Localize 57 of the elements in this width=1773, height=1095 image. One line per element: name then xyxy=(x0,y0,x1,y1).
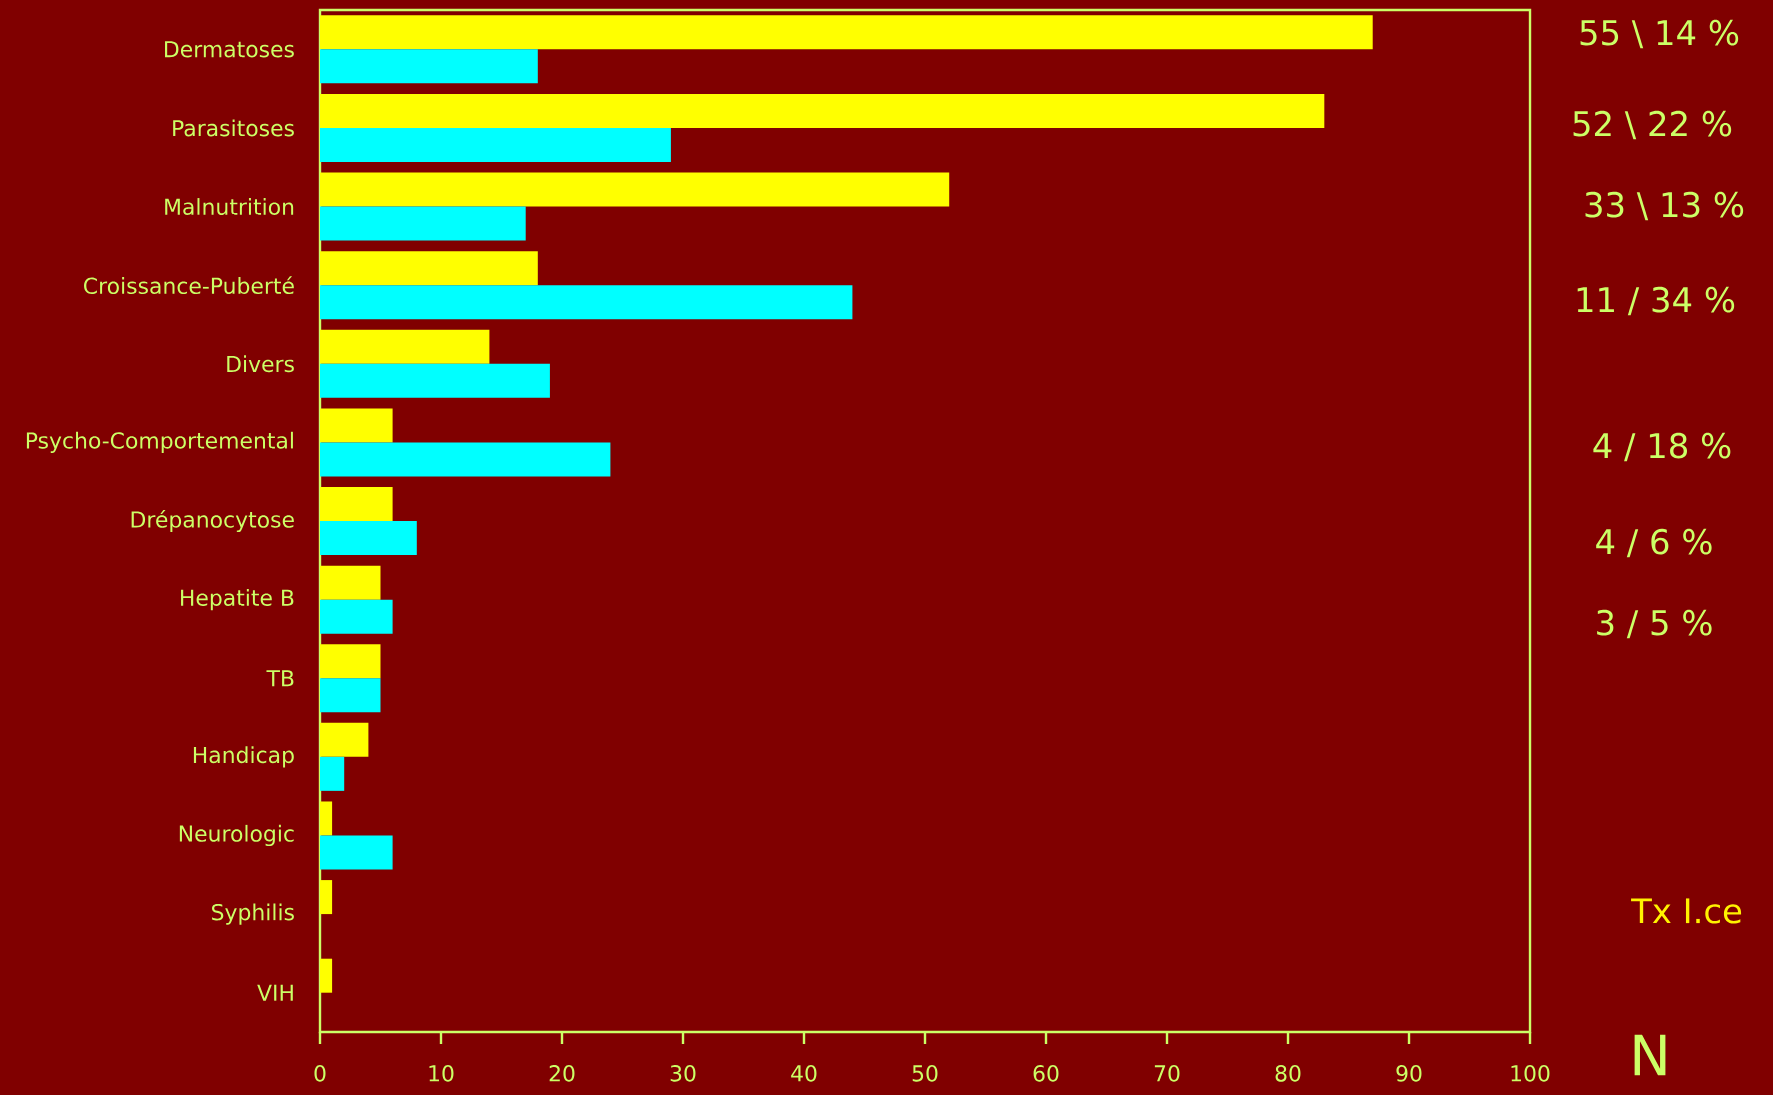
x-tick-label: 30 xyxy=(670,1065,696,1082)
bar xyxy=(320,93,1325,128)
y-tick-label: Divers xyxy=(227,355,294,373)
text: 4 / 18 % xyxy=(1593,432,1731,462)
x-tick-label: 90 xyxy=(1396,1065,1422,1082)
bar xyxy=(320,127,671,162)
bar xyxy=(320,363,550,398)
bar xyxy=(320,49,538,84)
bar xyxy=(320,172,950,207)
bar xyxy=(320,285,853,320)
text: 11 / 34 % xyxy=(1577,286,1735,316)
x-tick-label: 20 xyxy=(549,1065,575,1082)
bar xyxy=(320,599,393,634)
y-tick-label: VIH xyxy=(257,984,293,1001)
y-tick-label: Croissance-Puberté xyxy=(84,276,294,295)
bar xyxy=(320,521,417,556)
y-tick-label: Neurologic xyxy=(179,824,294,847)
x-tick-label: 10 xyxy=(429,1065,454,1082)
bar xyxy=(320,678,381,713)
y-tick-label: Malnutrition xyxy=(165,198,294,216)
bar xyxy=(320,644,381,679)
bar xyxy=(320,251,538,286)
text: 3 / 5 % xyxy=(1597,609,1712,639)
x-tick-label: 40 xyxy=(791,1065,817,1082)
y-tick-label: Parasitoses xyxy=(173,119,294,137)
bar xyxy=(320,442,611,477)
text: 4 / 6 % xyxy=(1596,528,1712,558)
y-tick-label: TB xyxy=(266,670,294,687)
x-tick-label: 60 xyxy=(1033,1065,1059,1082)
text: 33 \ 13 % xyxy=(1585,191,1744,221)
text: 52 \ 22 % xyxy=(1573,110,1732,140)
bar xyxy=(320,487,393,522)
text: 55 \ 14 % xyxy=(1580,19,1739,49)
bar xyxy=(320,958,333,993)
bar xyxy=(320,880,333,915)
x-tick-label: 0 xyxy=(314,1065,326,1082)
x-tick-label: 70 xyxy=(1154,1065,1180,1082)
x-axis-title: N xyxy=(1634,1034,1666,1076)
x-tick-label: 50 xyxy=(912,1065,938,1082)
text: Tx I.ce xyxy=(1631,898,1742,924)
y-tick-label: Hepatite B xyxy=(181,589,294,611)
bar xyxy=(320,329,490,364)
bar xyxy=(320,15,1373,50)
x-tick-label: 100 xyxy=(1511,1065,1550,1082)
bar xyxy=(320,565,381,600)
bar xyxy=(320,408,393,443)
y-tick-label: Syphilis xyxy=(212,903,294,925)
y-tick-label: Psycho-Comportemental xyxy=(26,431,293,453)
y-tick-label: Dermatoses xyxy=(165,41,294,58)
bar xyxy=(320,801,333,836)
bar xyxy=(320,722,369,757)
bar xyxy=(320,206,526,241)
y-tick-label: Drépanocytose xyxy=(131,509,294,533)
bar xyxy=(320,835,393,870)
x-tick-label: 80 xyxy=(1275,1065,1301,1082)
y-tick-label: Handicap xyxy=(193,746,294,768)
bar xyxy=(320,756,345,791)
